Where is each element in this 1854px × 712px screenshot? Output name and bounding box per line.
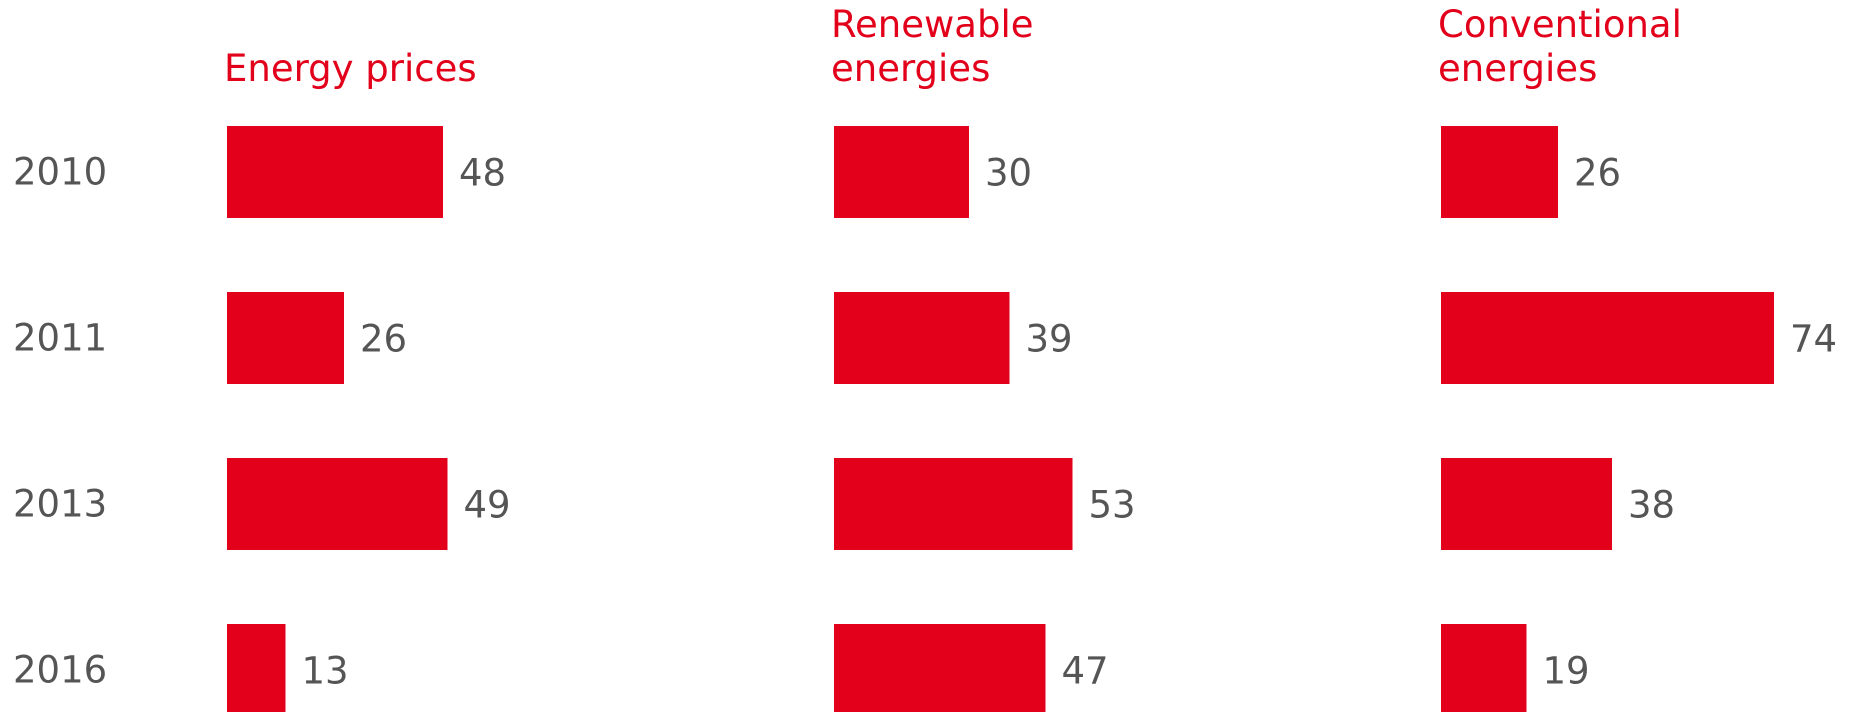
data-label: 19	[1543, 650, 1590, 693]
panel-title: Energy prices	[224, 47, 477, 90]
data-label: 38	[1628, 484, 1675, 527]
data-label: 53	[1089, 484, 1136, 527]
data-label: 30	[985, 152, 1032, 195]
bar	[834, 126, 969, 218]
year-label: 2016	[13, 649, 107, 692]
panel-title: Renewable	[831, 3, 1034, 46]
year-label: 2010	[13, 151, 107, 194]
data-label: 26	[1574, 152, 1621, 195]
data-label: 48	[459, 152, 506, 195]
bar	[1441, 126, 1558, 218]
data-label: 47	[1062, 650, 1109, 693]
panel-title: energies	[831, 47, 990, 90]
bar	[1441, 624, 1527, 712]
data-label: 26	[360, 318, 407, 361]
data-label: 13	[302, 650, 349, 693]
year-label: 2013	[13, 483, 107, 526]
bar	[1441, 458, 1612, 550]
bar	[1441, 292, 1774, 384]
data-label: 49	[464, 484, 511, 527]
bar	[227, 126, 443, 218]
bar	[227, 458, 448, 550]
bar	[227, 292, 344, 384]
data-label: 39	[1026, 318, 1073, 361]
panel-title: energies	[1438, 47, 1597, 90]
bar	[834, 458, 1073, 550]
bar	[227, 624, 286, 712]
year-label: 2011	[13, 317, 107, 360]
panel-title: Conventional	[1438, 3, 1682, 46]
data-label: 74	[1790, 318, 1837, 361]
bar	[834, 292, 1010, 384]
bar	[834, 624, 1046, 712]
